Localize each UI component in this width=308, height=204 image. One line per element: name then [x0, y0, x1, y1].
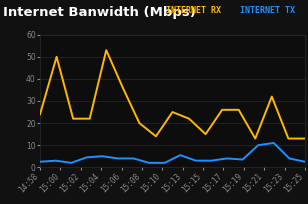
Text: INTERNET RX: INTERNET RX — [166, 6, 221, 15]
Text: INTERNET TX: INTERNET TX — [240, 6, 295, 15]
Text: Internet Banwidth (Mbps): Internet Banwidth (Mbps) — [3, 6, 196, 19]
